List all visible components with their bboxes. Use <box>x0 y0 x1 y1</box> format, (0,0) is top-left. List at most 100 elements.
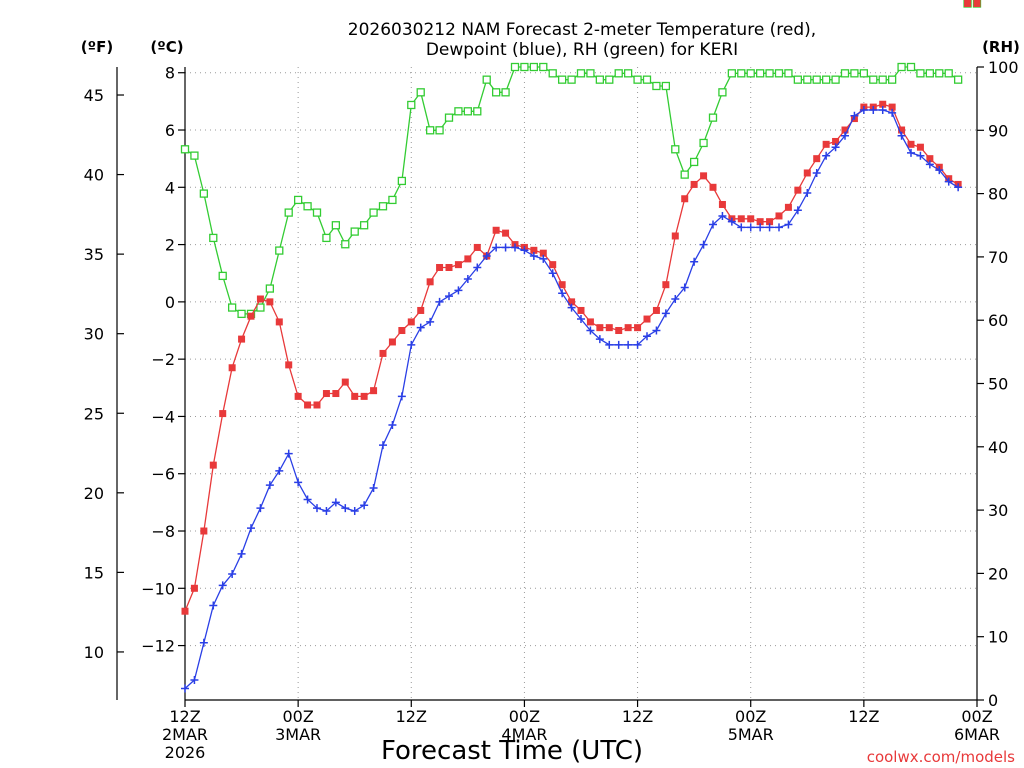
temperature-point <box>718 200 726 208</box>
dewpoint-point <box>294 478 303 487</box>
dewpoint-point <box>303 495 312 504</box>
temperature-point <box>615 327 623 335</box>
relative-humidity-point <box>256 303 265 312</box>
dewpoint-point <box>331 498 340 507</box>
dewpoint-point <box>247 524 255 533</box>
temperature-point <box>209 461 217 469</box>
relative-humidity-point <box>718 88 727 97</box>
relative-humidity-point <box>331 221 341 230</box>
temperature-point <box>690 180 698 188</box>
temperature-point <box>737 215 745 223</box>
relative-humidity-point <box>944 69 953 78</box>
dewpoint-point <box>916 151 925 160</box>
dewpoint-point <box>567 303 576 312</box>
rh-tick-label: 0 <box>988 691 998 710</box>
x-tick-label: 5MAR <box>728 725 774 744</box>
relative-humidity-point <box>322 233 331 243</box>
rh-tick-label: 70 <box>988 248 1008 267</box>
x-tick-label: 00Z <box>509 707 540 726</box>
dewpoint-point <box>435 297 444 306</box>
dewpoint-point <box>520 246 529 255</box>
dewpoint-point <box>454 286 463 295</box>
relative-humidity-point <box>576 69 586 78</box>
dewpoint-point <box>209 601 218 610</box>
dewpoint-point <box>369 484 378 493</box>
relative-humidity-point <box>623 69 633 78</box>
dewpoint-point <box>388 421 397 430</box>
relative-humidity-point <box>746 69 755 78</box>
relative-humidity-point <box>378 202 388 211</box>
dewpoint-point <box>529 252 538 261</box>
relative-humidity-point <box>784 69 793 78</box>
relative-humidity-point <box>397 176 407 186</box>
rh-tick-label: 40 <box>988 438 1008 457</box>
x-tick-label: 12Z <box>848 707 879 726</box>
dewpoint-point <box>558 289 567 298</box>
temperature-point <box>341 378 349 386</box>
temperature-point <box>370 387 378 395</box>
relative-humidity-point <box>341 240 350 249</box>
relative-humidity-point <box>303 202 312 211</box>
dewpoint-point <box>756 223 765 232</box>
chart-title-line-1: 2026030212 NAM Forecast 2-meter Temperat… <box>348 20 816 40</box>
dewpoint-point <box>624 340 633 349</box>
dewpoint-point <box>643 332 651 341</box>
dewpoint-point <box>690 257 699 266</box>
relative-humidity-point <box>595 75 605 84</box>
temperature-point <box>256 295 264 303</box>
relative-humidity-point <box>491 88 501 97</box>
celsius-tick-label: −2 <box>151 350 175 369</box>
rh-tick-label: 90 <box>988 121 1008 140</box>
dewpoint-point <box>850 111 859 120</box>
temperature-point <box>643 315 651 323</box>
fahrenheit-axis-unit: (ºF) <box>81 38 113 56</box>
relative-humidity-point <box>727 69 737 78</box>
celsius-tick-label: 2 <box>165 236 175 255</box>
temperature-point <box>879 100 887 108</box>
temperature-point <box>398 327 406 335</box>
dewpoint-point <box>228 569 237 578</box>
temperature-point <box>436 263 444 271</box>
dewpoint-point <box>652 326 661 335</box>
temperature-point <box>454 261 462 269</box>
dewpoint-point <box>935 166 944 175</box>
relative-humidity-point <box>284 208 293 217</box>
axis-ticks: 86420−2−4−6−8−10−1212Z2MAR202600Z3MAR12Z… <box>84 58 1019 762</box>
dewpoint-point <box>822 151 831 160</box>
rh-tick-label: 50 <box>988 375 1008 394</box>
temperature-point <box>549 261 557 269</box>
relative-humidity-point <box>652 81 661 91</box>
temperature-point <box>445 263 453 271</box>
dewpoint-point <box>445 292 453 301</box>
temperature-point <box>294 392 302 400</box>
relative-humidity-point <box>501 88 510 97</box>
dewpoint-point <box>661 309 670 318</box>
rh-tick-label: 10 <box>988 628 1008 647</box>
relative-humidity-point <box>227 303 237 312</box>
relative-humidity-point <box>953 75 963 84</box>
dewpoint-point <box>775 223 783 232</box>
dewpoint-point <box>803 189 812 198</box>
fahrenheit-tick-label: 40 <box>84 166 104 185</box>
relative-humidity-point <box>473 107 482 116</box>
dewpoint-point <box>511 243 519 252</box>
relative-humidity-point <box>416 88 425 97</box>
x-tick-label: 12Z <box>169 707 200 726</box>
relative-humidity-point <box>671 145 680 154</box>
temperature-point <box>351 392 359 400</box>
temperature-point <box>973 0 981 7</box>
rh-tick-label: 100 <box>988 58 1019 77</box>
x-tick-label: 2026 <box>165 743 206 762</box>
temperature-point <box>898 126 906 134</box>
temperature-point <box>586 318 594 326</box>
temperature-point <box>634 324 642 332</box>
temperature-point <box>247 312 255 320</box>
relative-humidity-point <box>689 157 699 167</box>
dewpoint-point <box>539 254 548 263</box>
temperature-point <box>190 584 198 592</box>
fahrenheit-tick-label: 35 <box>84 245 104 264</box>
relative-humidity-point <box>388 195 397 205</box>
temperature-point <box>662 281 670 289</box>
dewpoint-point <box>322 506 331 515</box>
rh-tick-label: 30 <box>988 501 1008 520</box>
